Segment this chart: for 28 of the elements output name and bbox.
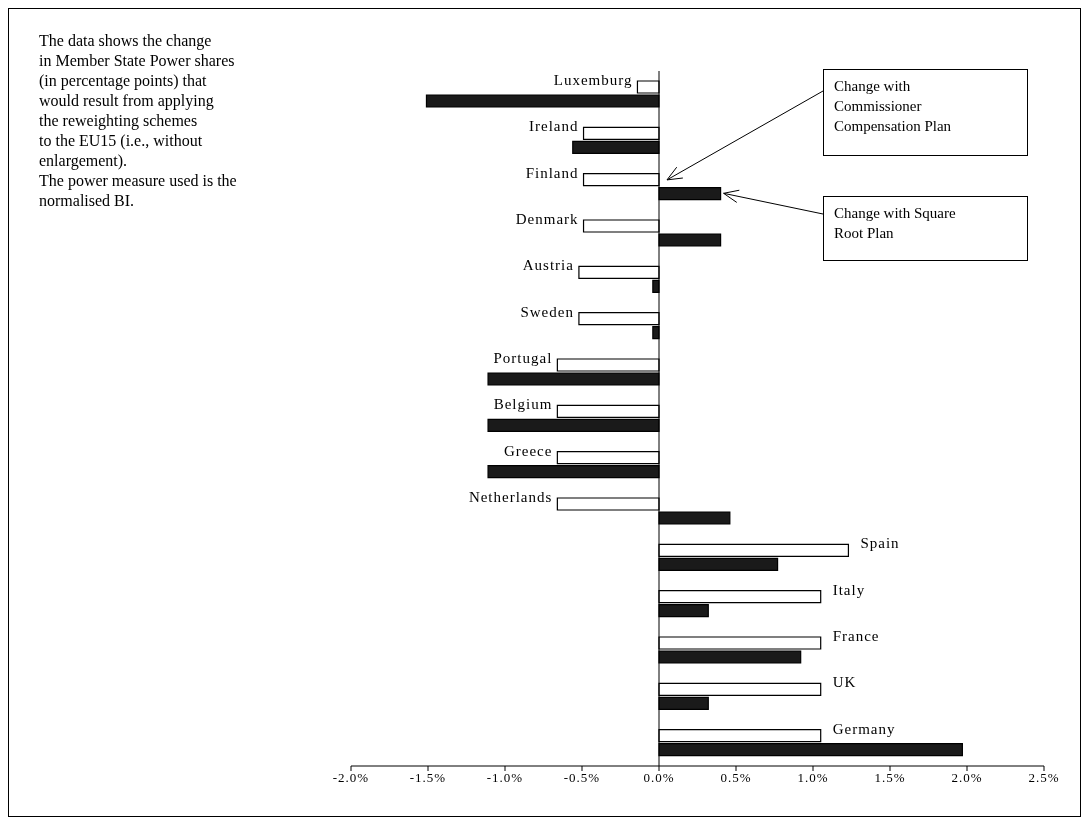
x-tick-label: 2.5% — [1028, 770, 1060, 786]
x-tick-label: 1.0% — [797, 770, 829, 786]
x-tick-label: -1.5% — [409, 770, 447, 786]
y-tick-label: Belgium — [493, 396, 553, 413]
x-tick-label: -2.0% — [332, 770, 370, 786]
y-tick-label: Denmark — [515, 211, 579, 227]
y-tick-label: Luxemburg — [553, 72, 633, 88]
y-tick-label: Ireland — [529, 118, 579, 135]
callout-box: Change with Square Root Plan — [823, 196, 1028, 261]
x-tick-label: 1.5% — [874, 770, 906, 786]
y-tick-label: Sweden — [520, 303, 574, 320]
y-tick-label: UK — [832, 674, 857, 691]
y-tick-label: Greece — [503, 442, 553, 459]
y-tick-label: Portugal — [493, 350, 553, 366]
callout-box: Change with Commissioner Compensation Plan — [823, 69, 1028, 156]
y-tick-label: France — [832, 628, 880, 644]
x-tick-label: -1.0% — [486, 770, 524, 786]
text: The data shows the change in Member State Power shares (in percentage points) that would result from applying the reweighting schemes to the EU15 (i.e., without enlargement). The power measure used is the normalised BI. — [39, 32, 237, 209]
y-tick-label: Finland — [525, 164, 579, 181]
x-tick-label: -0.5% — [563, 770, 601, 786]
x-tick-label: 0.5% — [720, 770, 752, 786]
y-tick-label: Austria — [522, 257, 574, 274]
y-tick-label: Germany — [832, 720, 896, 737]
x-tick-label: 0.0% — [643, 770, 675, 786]
x-tick-label: 2.0% — [951, 770, 983, 786]
y-tick-label: Netherlands — [468, 489, 553, 505]
y-tick-label: Italy — [832, 581, 866, 598]
y-tick-label: Spain — [860, 535, 900, 552]
